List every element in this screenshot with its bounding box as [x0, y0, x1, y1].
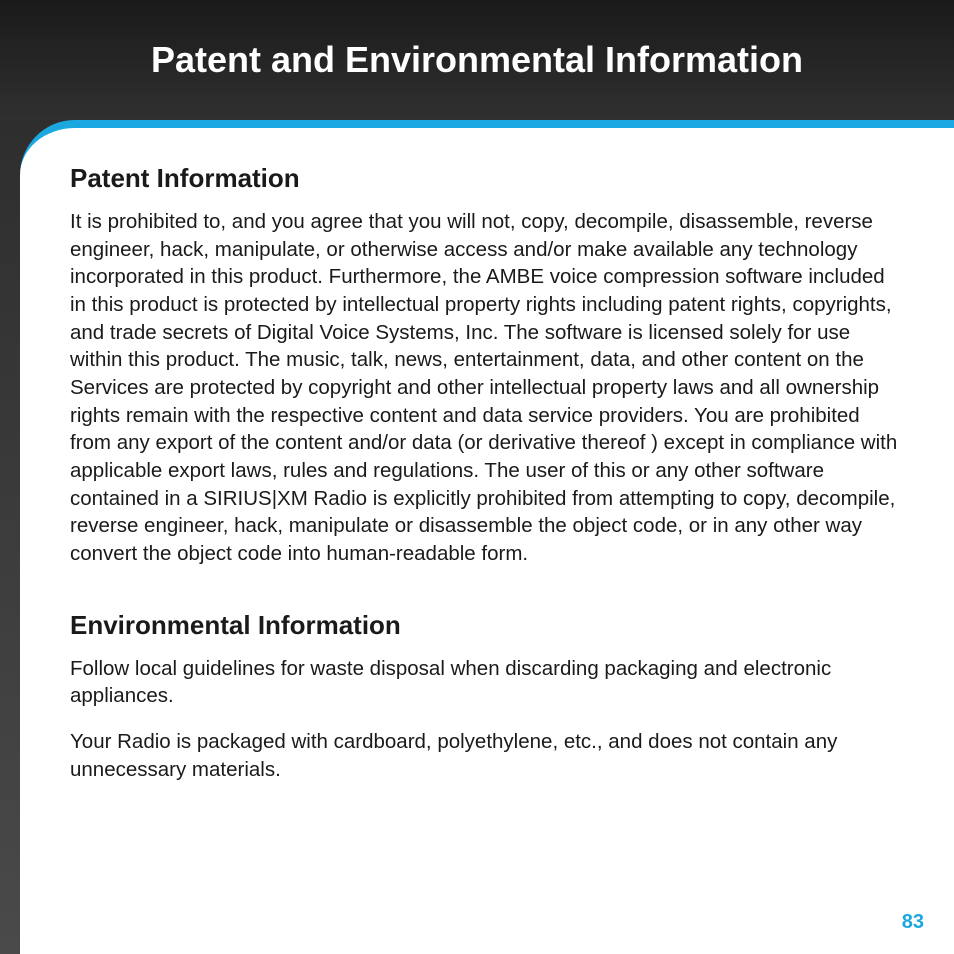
- environmental-para1: Follow local guidelines for waste dispos…: [70, 655, 904, 710]
- content-inner: Patent Information It is prohibited to, …: [20, 128, 954, 813]
- page-number: 83: [902, 911, 924, 934]
- content-card: Patent Information It is prohibited to, …: [20, 120, 954, 954]
- patent-body: It is prohibited to, and you agree that …: [70, 208, 904, 568]
- header-bar: Patent and Environmental Information: [0, 0, 954, 120]
- environmental-heading: Environmental Information: [70, 610, 904, 641]
- environmental-para2: Your Radio is packaged with cardboard, p…: [70, 728, 904, 783]
- patent-heading: Patent Information: [70, 163, 904, 194]
- page-title: Patent and Environmental Information: [151, 39, 803, 81]
